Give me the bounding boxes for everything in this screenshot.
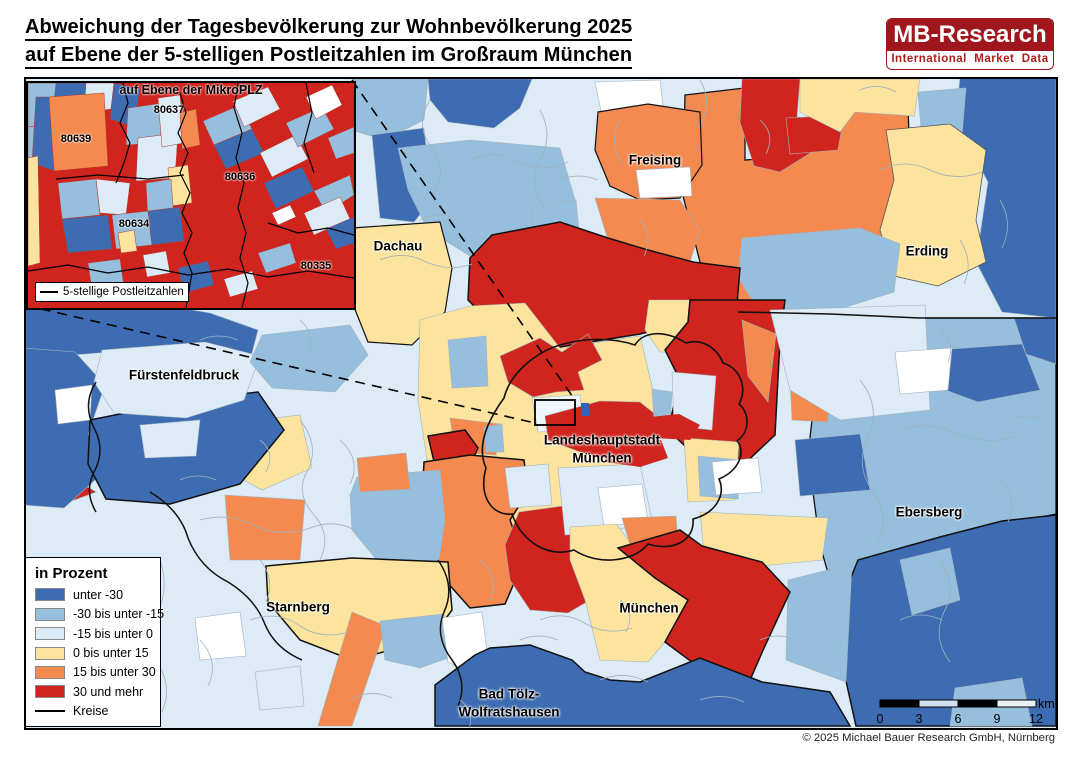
svg-text:6: 6 — [955, 712, 962, 726]
svg-text:12: 12 — [1029, 712, 1043, 726]
svg-text:3: 3 — [916, 712, 923, 726]
svg-text:km: km — [1038, 698, 1055, 711]
svg-text:9: 9 — [994, 712, 1001, 726]
svg-text:0: 0 — [877, 712, 884, 726]
